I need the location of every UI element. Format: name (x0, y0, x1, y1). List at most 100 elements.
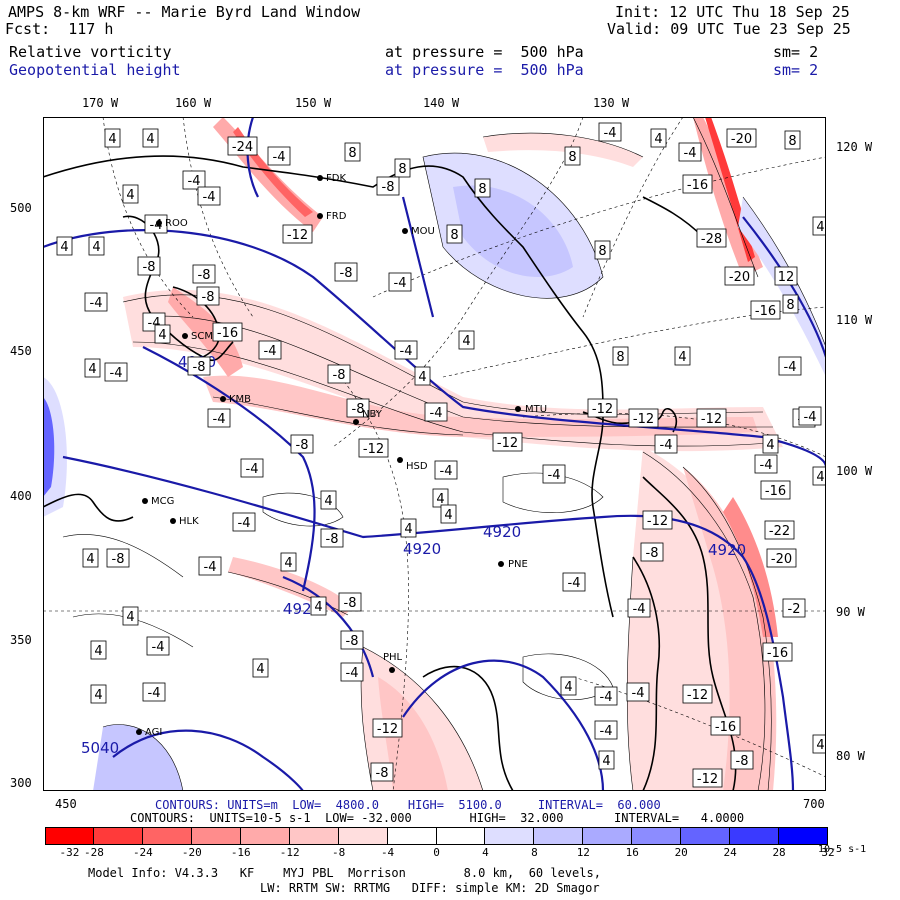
vorticity-label: 4 (256, 662, 264, 677)
vorticity-label-box (642, 510, 673, 530)
vorticity-label: 4 (108, 132, 116, 147)
vorticity-labels: 4 4-24-4-4-488-84-44 4-12-8-4-8-8-8-4-4-16… (56, 122, 826, 788)
station-dot (317, 213, 323, 219)
vorticity-label-box (198, 556, 222, 576)
vorticity-label: 4 (816, 220, 824, 235)
lon-label-90w: 90 W (836, 605, 865, 619)
vorticity-label-box (232, 512, 256, 532)
vorticity-label-box (762, 434, 779, 454)
vorticity-label-box (197, 186, 221, 206)
vorticity-label-box (282, 224, 313, 244)
field2-smoothing: sm= 2 (773, 61, 819, 79)
vorticity-label-box (626, 682, 650, 702)
vorticity-label: 8 (598, 244, 606, 259)
vorticity-label-box (104, 128, 121, 148)
vorticity-label: -4 (430, 406, 443, 421)
vorticity-label: -8 (352, 402, 365, 417)
vorticity-label: -8 (296, 438, 309, 453)
station-label: ROO (165, 218, 188, 229)
vorticity-label: -4 (203, 190, 216, 205)
vorticity-label-box (764, 520, 795, 540)
colorbar-cell (485, 827, 535, 845)
vorticity-label-box (310, 596, 327, 616)
vorticity-label-box (650, 128, 667, 148)
vorticity-label: -16 (217, 326, 238, 341)
colorbar-cell (338, 827, 388, 845)
vorticity-label-box (564, 146, 581, 166)
colorbar-label: 4 (482, 846, 489, 859)
vorticity-label-box (628, 408, 659, 428)
vorticity-label-box (227, 136, 258, 156)
vorticity-label: -4 (238, 516, 251, 531)
height-label: 4920 (708, 541, 746, 559)
vorticity-label-box (187, 356, 211, 376)
station-label: MTU (525, 404, 547, 415)
colorbar-label: -20 (181, 846, 202, 859)
colorbar-label: -4 (380, 846, 395, 859)
vorticity-label-box (754, 454, 778, 474)
station-dot (220, 396, 226, 402)
vorticity-label: -12 (633, 412, 654, 427)
vorticity-label: 12 (778, 270, 795, 285)
vorticity-label: 4 (314, 600, 322, 615)
colorbar-cell (142, 827, 192, 845)
station-label: PNE (508, 559, 528, 570)
vorticity-label: 4 (126, 610, 134, 625)
vorticity-label-box (710, 716, 741, 736)
vorticity-label: 4 (60, 240, 68, 255)
field2-name: Geopotential height (9, 61, 181, 79)
vorticity-label-box (682, 684, 713, 704)
vorticity-label-box (674, 346, 691, 366)
vorticity-label-box (154, 324, 171, 344)
vorticity-label: 4 (94, 688, 102, 703)
vorticity-label: -22 (769, 524, 790, 539)
vorticity-contour-info: CONTOURS: UNITS=10-5 s-1 LOW= -32.000 HI… (130, 811, 745, 825)
vorticity-label: -8 (346, 634, 359, 649)
vorticity-label-box (290, 434, 314, 454)
vorticity-label-box (562, 572, 586, 592)
height-label: 4920 (403, 540, 441, 558)
vorticity-label: -4 (273, 150, 286, 165)
vorticity-label-box (376, 176, 400, 196)
vorticity-label-box (766, 548, 797, 568)
vorticity-label-box (82, 548, 99, 568)
lon-label-140w: 140 W (422, 96, 460, 110)
vorticity-label: 4 (158, 328, 166, 343)
vorticity-label: 8 (450, 228, 458, 243)
vorticity-label-box (560, 676, 577, 696)
vorticity-label: 8 (788, 134, 796, 149)
colorbar-cell (436, 827, 486, 845)
model-physics: LW: RRTM SW: RRTMG DIFF: simple KM: 2D S… (260, 881, 600, 895)
colorbar-label: -12 (279, 846, 300, 859)
map-panel: 4920 4920 4920 4920 4920 5040 44-24-4-4-… (43, 117, 826, 791)
vorticity-label-box (258, 340, 282, 360)
vorticity-label: 8 (786, 298, 794, 313)
vorticity-label: -4 (152, 640, 165, 655)
station-label: SCM (191, 331, 213, 342)
field1-name: Relative vorticity (9, 43, 172, 61)
vorticity-label-box (88, 236, 105, 256)
vorticity-label-box (320, 528, 344, 548)
vorticity-label: -4 (684, 146, 697, 161)
height-contour-info: CONTOURS: UNITS=m LOW= 4800.0 HIGH= 5100… (155, 798, 661, 812)
station-label: FDK (326, 173, 346, 184)
vorticity-label-box (640, 542, 664, 562)
vorticity-label-box (782, 598, 806, 618)
vorticity-label-box (370, 762, 394, 782)
vorticity-label-box (760, 480, 791, 500)
vorticity-label: 4 (816, 470, 824, 485)
height-label: 5040 (81, 739, 119, 757)
colorbar-cell (240, 827, 290, 845)
vorticity-label: -12 (377, 722, 398, 737)
vorticity-label: -8 (143, 260, 156, 275)
grid-label-300: 300 (10, 776, 32, 790)
vorticity-label: -4 (548, 468, 561, 483)
vorticity-label: -4 (213, 412, 226, 427)
vorticity-label-box (84, 292, 108, 312)
lon-label-150w: 150 W (294, 96, 332, 110)
vorticity-label: -12 (697, 772, 718, 787)
vorticity-label-box (782, 294, 799, 314)
station-dot (317, 175, 323, 181)
vorticity-label: -4 (604, 126, 617, 141)
station-dot (498, 561, 504, 567)
